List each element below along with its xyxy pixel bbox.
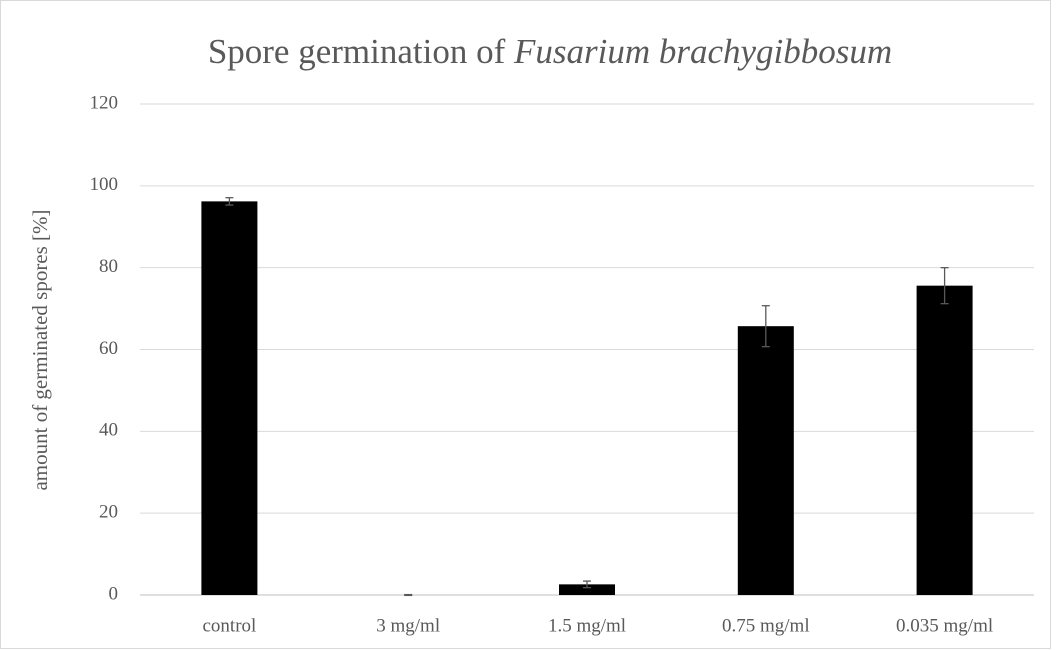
y-tick-label: 60 <box>99 338 118 359</box>
bar <box>916 285 973 595</box>
y-tick-label: 100 <box>90 174 119 195</box>
bar <box>201 201 258 596</box>
y-tick-label: 80 <box>99 256 118 277</box>
error-bar <box>940 267 949 305</box>
chart-title: Spore germination of Fusarium brachygibb… <box>208 32 892 71</box>
y-tick-label: 40 <box>99 420 118 441</box>
x-tick-label: control <box>202 615 256 636</box>
error-bar <box>761 305 770 348</box>
x-tick-label: 1.5 mg/ml <box>548 615 626 636</box>
title-text: Spore germination of <box>208 32 506 71</box>
error-bar <box>583 580 591 589</box>
y-axis-label: amount of germinated spores [%] <box>28 209 52 490</box>
bar <box>559 584 615 595</box>
y-tick-label: 20 <box>99 502 118 523</box>
x-tick-label: 0.75 mg/ml <box>722 615 810 636</box>
y-tick-label: 120 <box>90 92 119 113</box>
x-tick-label: 3 mg/ml <box>376 615 440 636</box>
y-tick-label: 0 <box>109 583 119 604</box>
bar <box>737 326 794 595</box>
x-tick-label: 0.035 mg/ml <box>896 615 993 636</box>
error-bar <box>225 197 234 206</box>
title-species: Fusarium brachygibbosum <box>513 32 892 71</box>
error-bar <box>404 593 413 597</box>
